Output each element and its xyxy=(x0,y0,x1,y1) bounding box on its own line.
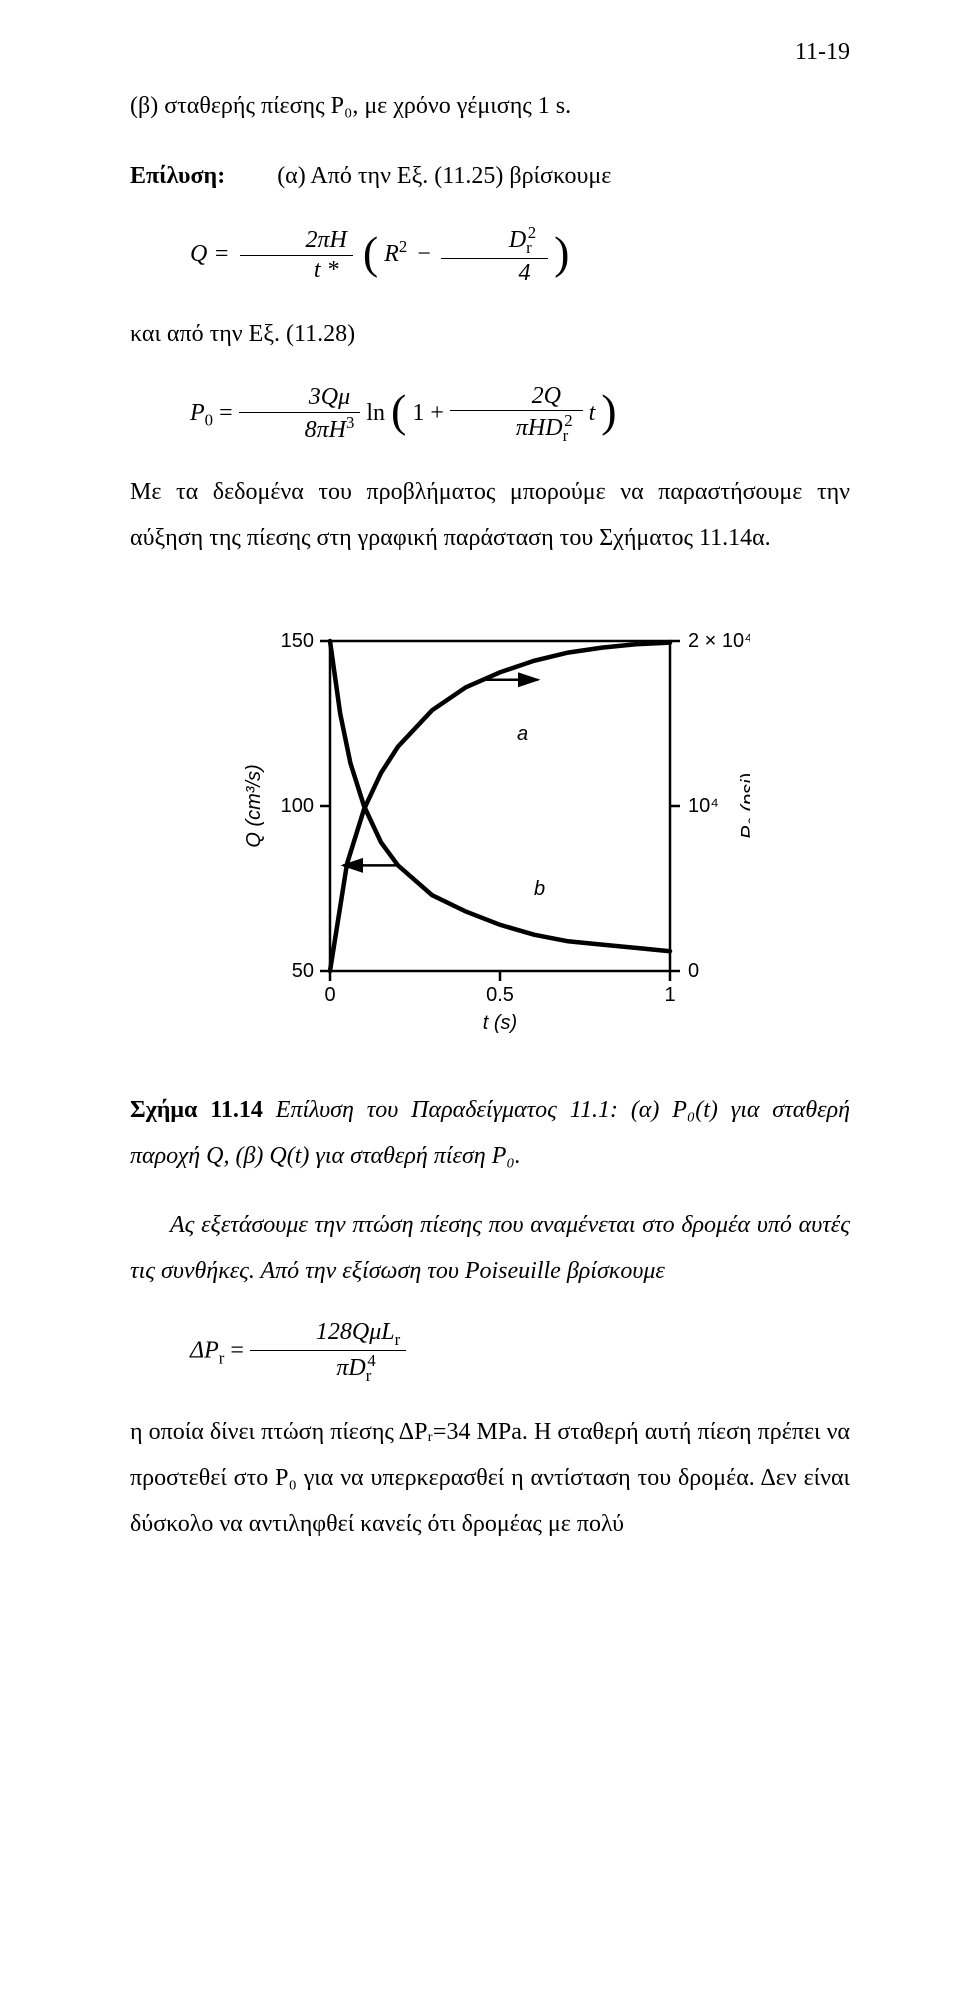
equation-delta-pr: ΔPr = 128QμLr πDr4 xyxy=(130,1318,850,1386)
eq3-den-sup: 4 xyxy=(367,1351,375,1370)
eq2-ln: ln xyxy=(366,399,385,425)
p4-text: Ας εξετάσουμε την πτώση πίεσης που αναμέ… xyxy=(130,1212,850,1284)
eq1-D: D xyxy=(509,227,526,253)
eq2-lhs-P: P xyxy=(190,399,205,425)
equation-q: Q = 2πH t * ( R2 − Dr2 4 ) xyxy=(130,223,850,288)
solution-line: Επίλυση: (α) Από την Εξ. (11.25) βρίσκου… xyxy=(130,154,850,200)
paragraph-poiseuille: Ας εξετάσουμε την πτώση πίεσης που αναμέ… xyxy=(130,1203,850,1294)
eq3-lhs: ΔP xyxy=(190,1338,219,1364)
eq2-frac2-den: πHD xyxy=(516,415,563,441)
svg-text:t (s): t (s) xyxy=(483,1012,517,1034)
eq2-lhs-sub: 0 xyxy=(205,410,213,429)
eq3-den: πD xyxy=(336,1355,365,1381)
svg-text:150: 150 xyxy=(281,630,314,652)
figure-svg: 0 0.5 1 t (s) 50 100 150 Q (cm³/s) 0 10⁴ 2 × 10⁴ P₀… xyxy=(230,591,750,1051)
solution-rest: (α) Από την Εξ. (11.25) βρίσκουμε xyxy=(277,163,611,189)
svg-text:50: 50 xyxy=(292,960,314,982)
eq1-minus: − xyxy=(417,241,431,267)
page-number: 11-19 xyxy=(795,30,850,76)
eq2-t: t xyxy=(589,399,596,425)
eq1-frac1-num: 2πH xyxy=(240,226,353,256)
eq2-frac2-den-sup: 2 xyxy=(564,411,572,430)
eq1-frac2-den: 4 xyxy=(441,259,548,288)
paragraph-result: η οποία δίνει πτώση πίεσης ΔPᵣ=34 MPa. Η… xyxy=(130,1410,850,1547)
svg-text:b: b xyxy=(534,879,545,901)
paragraph-beta: (β) σταθερής πίεσης P₀, με χρόνο γέμισης… xyxy=(130,84,850,130)
svg-text:10⁴: 10⁴ xyxy=(688,795,719,817)
eq3-equals: = xyxy=(230,1338,250,1364)
eq2-one-plus: 1 + xyxy=(412,399,450,425)
eq3-lhs-sub: r xyxy=(219,1349,225,1368)
eq1-D-sup: 2 xyxy=(528,223,536,242)
eq3-num: 128QμL xyxy=(316,1319,395,1345)
figure-caption: Σχήμα 11.14 Επίλυση του Παραδείγματος 11… xyxy=(130,1088,850,1179)
eq3-num-sub: r xyxy=(395,1330,401,1349)
eq2-frac1-den: 8πH xyxy=(305,417,346,443)
eq2-equals: = xyxy=(219,399,239,425)
svg-text:0: 0 xyxy=(324,984,335,1006)
svg-text:Q (cm³/s): Q (cm³/s) xyxy=(243,765,265,848)
svg-text:0: 0 xyxy=(688,960,699,982)
eq2-frac2-num: 2Q xyxy=(450,382,583,412)
page-container: 11-19 (β) σταθερής πίεσης P₀, με χρόνο γ… xyxy=(0,0,960,1995)
eq2-frac1-num: 3Qμ xyxy=(239,383,361,413)
svg-text:P₀ (psi): P₀ (psi) xyxy=(738,773,750,839)
equation-p0: P0 = 3Qμ 8πH3 ln ( 1 + 2Q πHDr2 t ) xyxy=(130,382,850,447)
paragraph-eq11-28: και από την Εξ. (11.28) xyxy=(130,312,850,358)
eq1-R-sup: 2 xyxy=(399,237,407,256)
figure-11-14: 0 0.5 1 t (s) 50 100 150 Q (cm³/s) 0 10⁴ 2 × 10⁴ P₀… xyxy=(130,591,850,1068)
eq2-frac1-den-sup: 3 xyxy=(346,413,354,432)
svg-text:1: 1 xyxy=(664,984,675,1006)
svg-text:100: 100 xyxy=(281,795,314,817)
paragraph-with-data: Με τα δεδομένα του προβλήματος μπορούμε … xyxy=(130,470,850,561)
eq1-frac1-den: t * xyxy=(240,256,353,285)
svg-text:2 × 10⁴: 2 × 10⁴ xyxy=(688,630,750,652)
solution-label: Επίλυση: xyxy=(130,163,225,189)
figure-caption-lead: Σχήμα 11.14 xyxy=(130,1097,263,1123)
eq1-lhs: Q = xyxy=(190,241,230,267)
svg-text:0.5: 0.5 xyxy=(486,984,514,1006)
eq1-R: R xyxy=(384,241,399,267)
svg-text:a: a xyxy=(517,723,528,745)
